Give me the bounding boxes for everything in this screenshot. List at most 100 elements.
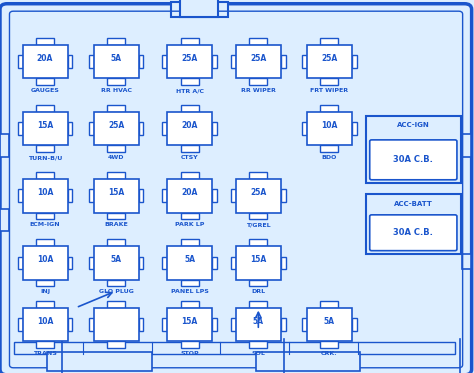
Bar (212, 257, 217, 269)
Bar (18, 55, 23, 68)
Bar (302, 122, 307, 135)
Bar (23, 45, 68, 78)
Bar (67, 257, 72, 269)
Text: TRANS: TRANS (33, 351, 57, 356)
Bar (307, 112, 352, 145)
Text: STOP: STOP (180, 351, 199, 356)
Bar (36, 145, 54, 152)
Bar (36, 341, 54, 348)
Bar (23, 179, 68, 213)
Bar (167, 179, 212, 213)
Bar (14, 342, 455, 354)
Bar (181, 78, 199, 85)
Text: HTR A/C: HTR A/C (175, 88, 204, 93)
Bar (36, 280, 54, 286)
Bar (138, 189, 143, 202)
Bar (89, 257, 94, 269)
Bar (231, 257, 236, 269)
Bar (249, 172, 267, 179)
Text: 5A: 5A (324, 317, 335, 326)
Bar (352, 318, 356, 331)
Text: 10A: 10A (37, 188, 53, 197)
Text: 10A: 10A (37, 317, 53, 326)
Bar (181, 172, 199, 179)
Text: DRL: DRL (251, 289, 265, 294)
Bar (0, 134, 9, 157)
Bar (249, 213, 267, 219)
Bar (23, 246, 68, 280)
Text: CTSY: CTSY (181, 155, 199, 160)
Bar (212, 55, 217, 68)
Bar (249, 341, 267, 348)
Bar (256, 352, 360, 371)
Bar (462, 134, 471, 157)
Bar (320, 341, 338, 348)
Text: 20A: 20A (182, 188, 198, 197)
Bar (94, 112, 138, 145)
Bar (281, 55, 285, 68)
Text: PANEL LPS: PANEL LPS (171, 289, 209, 294)
Bar (352, 122, 356, 135)
Bar (167, 112, 212, 145)
Bar (138, 55, 143, 68)
Bar (36, 78, 54, 85)
Text: 10A: 10A (321, 121, 337, 130)
Bar (366, 194, 461, 254)
Bar (212, 189, 217, 202)
Bar (107, 239, 125, 246)
Bar (249, 78, 267, 85)
Bar (94, 246, 138, 280)
FancyBboxPatch shape (370, 215, 457, 251)
Bar (167, 45, 212, 78)
Text: INJ: INJ (40, 289, 50, 294)
Bar (162, 122, 167, 135)
Bar (107, 172, 125, 179)
Text: 25A: 25A (250, 188, 266, 197)
Text: BRAKE: BRAKE (104, 222, 128, 227)
Text: 4WD: 4WD (108, 155, 124, 160)
Bar (320, 78, 338, 85)
Text: FRT WIPER: FRT WIPER (310, 88, 348, 93)
Bar (307, 45, 352, 78)
Bar (107, 145, 125, 152)
Bar (36, 105, 54, 112)
Bar (320, 301, 338, 308)
Bar (181, 280, 199, 286)
Bar (366, 116, 461, 183)
Bar (231, 55, 236, 68)
Text: CRK.: CRK. (321, 351, 338, 356)
Bar (162, 55, 167, 68)
Bar (249, 280, 267, 286)
Bar (89, 122, 94, 135)
Bar (281, 257, 285, 269)
Bar (231, 318, 236, 331)
Bar (167, 246, 212, 280)
Bar (138, 318, 143, 331)
Text: GAUGES: GAUGES (31, 88, 59, 93)
Text: TURN-B/U: TURN-B/U (28, 155, 62, 160)
Bar (67, 318, 72, 331)
Bar (94, 308, 138, 341)
Bar (181, 301, 199, 308)
Bar (67, 189, 72, 202)
Bar (36, 239, 54, 246)
Text: 15A: 15A (37, 121, 53, 130)
Bar (94, 45, 138, 78)
Bar (107, 78, 125, 85)
Text: 25A: 25A (108, 121, 124, 130)
FancyBboxPatch shape (0, 4, 472, 373)
Bar (107, 38, 125, 45)
Bar (236, 246, 281, 280)
Bar (320, 145, 338, 152)
Bar (18, 122, 23, 135)
Bar (320, 105, 338, 112)
Bar (236, 45, 281, 78)
Bar (236, 308, 281, 341)
Text: 10A: 10A (37, 256, 53, 264)
Text: 25A: 25A (321, 54, 337, 63)
Text: BDO: BDO (322, 155, 337, 160)
Bar (18, 189, 23, 202)
Bar (162, 189, 167, 202)
Bar (302, 318, 307, 331)
Text: 30A C.B.: 30A C.B. (393, 228, 433, 237)
